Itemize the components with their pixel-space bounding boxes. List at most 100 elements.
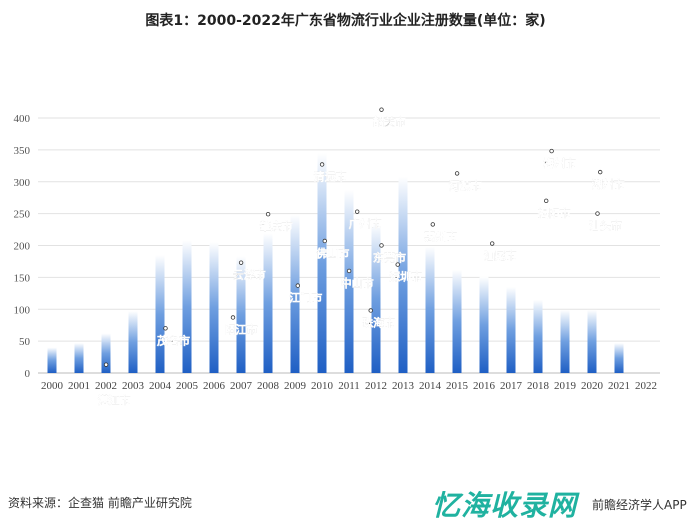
bar-2011: [344, 190, 354, 373]
bar-2000: [47, 347, 57, 373]
city-point: [163, 326, 168, 331]
city-point: [238, 260, 244, 265]
city-point: [319, 162, 325, 167]
city-label: 阳江市: [225, 322, 258, 336]
city-label: 惠州市: [424, 229, 457, 243]
bar-2006: [209, 242, 219, 373]
y-tick-label: 50: [19, 336, 31, 348]
y-tick-label: 300: [14, 177, 31, 189]
watermark-logo: 忆海收录网: [432, 489, 578, 522]
city-point: [430, 222, 435, 227]
x-tick-label: 2011: [338, 380, 360, 392]
bar-2010: [317, 153, 327, 373]
city-point: [598, 169, 603, 175]
x-tick-label: 2017: [500, 380, 523, 392]
bar-2019: [560, 309, 570, 373]
city-label: 韶关市: [373, 115, 406, 129]
city-point: [355, 209, 360, 214]
x-tick-label: 2004: [149, 380, 172, 392]
x-tick-label: 2016: [473, 380, 496, 392]
x-tick-label: 2010: [311, 380, 334, 392]
x-tick-label: 2007: [230, 380, 253, 392]
city-point: [544, 198, 549, 204]
app-name: 前瞻经济学人APP: [592, 498, 687, 512]
y-tick-label: 350: [14, 145, 31, 157]
city-point: [379, 107, 384, 112]
city-label: 江门市: [289, 291, 322, 305]
city-label: 汕尾市: [484, 249, 517, 263]
bar-2002: [101, 333, 111, 373]
city-label: 湛江市: [98, 393, 131, 407]
city-label: 潮州市: [592, 177, 625, 191]
city-label: 深圳市: [389, 270, 422, 284]
bar-2015: [452, 269, 462, 373]
bar-2018: [533, 299, 543, 373]
x-tick-label: 2015: [446, 380, 469, 392]
city-label: 珠海市: [362, 315, 395, 329]
y-tick-label: 250: [14, 209, 31, 221]
city-label: 中山市: [341, 276, 374, 290]
y-tick-label: 400: [14, 113, 31, 125]
city-point: [265, 211, 271, 217]
city-label: 河源市: [449, 178, 482, 192]
source-note: 资料来源：企查猫 前瞻产业研究院: [8, 496, 192, 510]
city-label: 广州市: [349, 217, 382, 231]
y-tick-label: 0: [25, 368, 31, 380]
city-point: [395, 262, 400, 267]
city-label: 清远市: [314, 169, 347, 183]
x-tick-label: 2018: [527, 380, 550, 392]
city-label: 东莞市: [373, 250, 406, 264]
x-tick-label: 2001: [68, 380, 90, 392]
city-label: 佛山市: [315, 246, 349, 260]
x-tick-label: 2020: [581, 380, 604, 392]
city-point: [549, 148, 554, 154]
city-point: [379, 243, 384, 248]
bar-2008: [263, 233, 273, 373]
bar-2017: [506, 286, 516, 373]
x-tick-label: 2014: [419, 380, 442, 392]
x-tick-label: 2022: [635, 380, 657, 392]
x-tick-label: 2008: [257, 380, 280, 392]
chart-title: 图表1：2000-2022年广东省物流行业企业注册数量(单位：家): [145, 13, 546, 29]
city-label: 梅州市: [543, 156, 576, 170]
city-point: [368, 308, 373, 313]
city-label: 揭阳市: [538, 206, 571, 220]
bar-2020: [587, 309, 597, 373]
bar-2012: [371, 223, 381, 373]
bar-2021: [614, 343, 624, 373]
city-label: 云浮市: [233, 268, 266, 282]
bar-2005: [182, 240, 192, 373]
city-point: [346, 268, 352, 274]
x-tick-label: 2005: [176, 380, 199, 392]
y-tick-label: 150: [14, 272, 31, 284]
x-tick-label: 2021: [608, 380, 630, 392]
city-label: 汕头市: [589, 219, 622, 233]
bar-2003: [128, 311, 138, 373]
x-tick-label: 2013: [392, 380, 415, 392]
bar-2004: [155, 255, 165, 373]
bar-2001: [74, 343, 84, 373]
bar-2013: [398, 176, 408, 373]
x-tick-label: 2003: [122, 380, 145, 392]
city-label: 肇庆市: [259, 219, 293, 233]
x-tick-label: 2006: [203, 380, 226, 392]
bar-2007: [236, 256, 246, 373]
city-point: [454, 171, 460, 176]
bar-2009: [290, 214, 300, 373]
bar-chart: 0 50 100 150 200 250 300 350 400 2000 2001 2002 2003…: [14, 107, 660, 407]
x-tick-label: 2002: [95, 380, 117, 392]
x-tick-label: 2019: [554, 380, 577, 392]
y-tick-label: 100: [14, 304, 31, 316]
x-tick-label: 2009: [284, 380, 307, 392]
x-tick-label: 2000: [41, 380, 64, 392]
city-point: [490, 241, 495, 246]
bar-2014: [425, 246, 435, 373]
y-tick-label: 200: [14, 241, 31, 253]
city-label: 茂名市: [157, 333, 190, 347]
bar-2016: [479, 276, 489, 373]
x-tick-label: 2012: [365, 380, 387, 392]
city-point: [103, 362, 109, 367]
city-point: [230, 315, 236, 320]
city-point: [322, 238, 327, 244]
city-point: [295, 283, 300, 288]
